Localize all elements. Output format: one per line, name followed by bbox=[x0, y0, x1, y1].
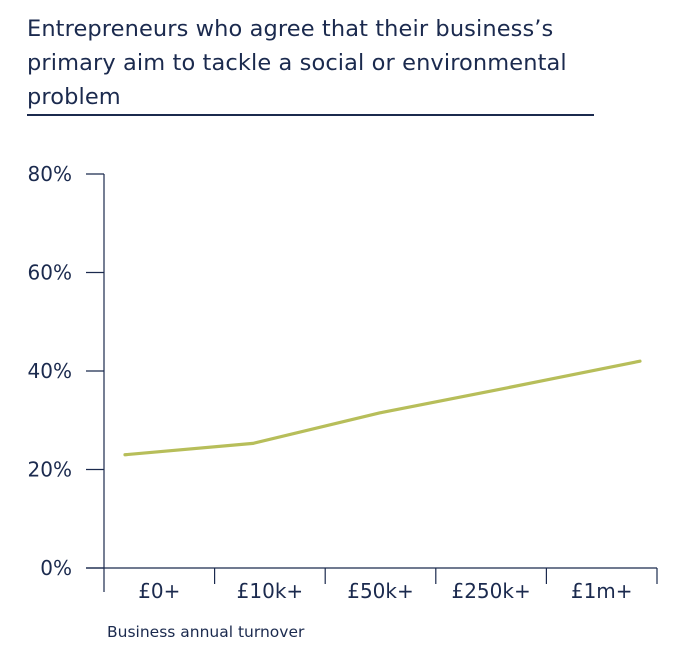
y-tick-label: 40% bbox=[28, 359, 72, 383]
chart-title: Entrepreneurs who agree that their busin… bbox=[27, 16, 567, 110]
x-axis: £0+ £10k+ £50k+ £250k+ £1m+ bbox=[86, 567, 658, 603]
y-axis: 0% 20% 40% 60% 80% bbox=[28, 162, 105, 592]
y-tick-label: 80% bbox=[28, 162, 72, 186]
x-tick-label: £250k+ bbox=[451, 579, 530, 603]
x-tick-label: £10k+ bbox=[237, 579, 304, 603]
y-tick-label: 0% bbox=[40, 556, 72, 580]
x-tick-label: £1m+ bbox=[571, 579, 633, 603]
y-tick-label: 20% bbox=[28, 458, 72, 482]
x-axis-title: Business annual turnover bbox=[107, 623, 305, 641]
x-tick-label: £0+ bbox=[138, 579, 180, 603]
y-tick-label: 60% bbox=[28, 261, 72, 285]
x-tick-label: £50k+ bbox=[347, 579, 414, 603]
series-line bbox=[123, 359, 642, 457]
series-group bbox=[123, 359, 642, 457]
title-underline bbox=[27, 114, 594, 116]
